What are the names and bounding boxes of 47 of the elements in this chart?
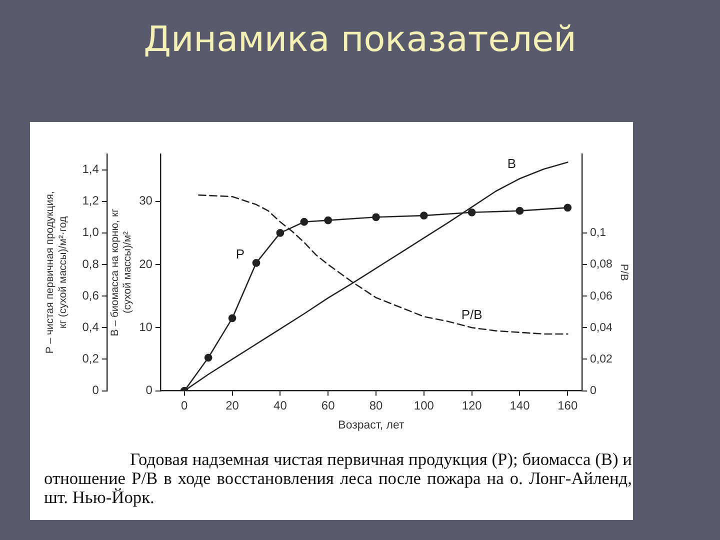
text: Годовая надземная чистая первичная продукция (Р); биомасса (В) и отношение Р/В в ходе восстановления леса после пожара на о. Лонг-Айленд, шт. Нью-Йорк. [44, 449, 632, 507]
y2-tick-label: 0 [146, 383, 153, 398]
x-tick-label: 60 [321, 398, 336, 412]
y-tick-label: 0,4 [82, 320, 100, 334]
y-tick-label: 0,6 [82, 288, 100, 302]
x-tick-label: 100 [414, 398, 434, 412]
series-label: В [507, 156, 516, 172]
y3-tick-label: 0,06 [590, 290, 612, 302]
x-tick-label: 0 [181, 398, 188, 412]
point [420, 212, 428, 220]
x-tick-label: 160 [558, 398, 578, 412]
x-tick-label: 80 [369, 398, 384, 412]
x-tick-label: 120 [462, 398, 482, 412]
y-tick-label: 0 [92, 383, 100, 398]
y3-tick-label: 0 [590, 384, 596, 397]
y-tick-label: 0,2 [82, 352, 100, 366]
y-tick-label: 1,0 [82, 225, 100, 240]
point [372, 213, 380, 222]
point [564, 204, 572, 212]
y2-tick-label: 30 [139, 194, 153, 208]
point [228, 314, 236, 322]
point [300, 218, 308, 226]
series-label: Р/В [461, 307, 482, 322]
point [252, 258, 260, 267]
y-tick-label: 0,8 [82, 256, 100, 271]
y3-tick-label: 0,1 [590, 227, 606, 240]
y3-tick-label: 0,04 [590, 322, 614, 334]
point [324, 216, 332, 224]
y-tick-label: 1,4 [82, 162, 100, 176]
y-axis-title: Р – чистая первичная продукция, кг (сухой массы)/м²·год [44, 191, 69, 354]
x-tick-label: 40 [274, 398, 288, 412]
y2-tick-label: 10 [139, 320, 153, 334]
y3-tick-label: 0,08 [590, 258, 612, 271]
point [516, 206, 524, 215]
y3-axis-title: Р/В [618, 264, 630, 281]
x-tick-label: 20 [226, 398, 240, 412]
x-tick-label: 140 [510, 398, 530, 412]
y2-tick-label: 20 [139, 256, 153, 271]
x-axis-title: Возраст, лет [338, 419, 406, 432]
chart-title: Динамика показателей [142, 20, 578, 60]
y3-tick-label: 0,02 [590, 353, 612, 366]
point [204, 354, 212, 362]
point [276, 228, 284, 237]
point [468, 208, 476, 216]
y2-axis-title: В – биомасса на корню, кг (сухой массы)/м² [109, 208, 134, 336]
y-tick-label: 1,2 [82, 194, 100, 208]
series-label: Р [236, 246, 245, 262]
